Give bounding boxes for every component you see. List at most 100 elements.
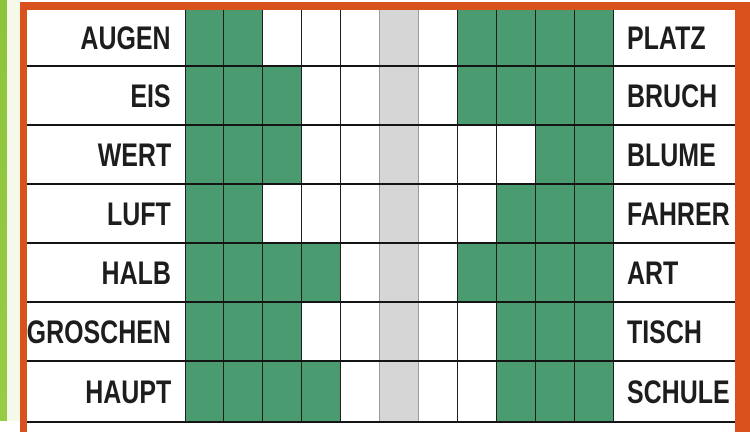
- grid-cell[interactable]: [263, 10, 302, 65]
- grid-cell[interactable]: [497, 303, 536, 360]
- puzzle-row: HALB ART: [27, 244, 735, 303]
- grid-cell[interactable]: [575, 244, 614, 301]
- grid-cell[interactable]: [224, 126, 263, 183]
- grid-cell[interactable]: [536, 303, 575, 360]
- grid-cell[interactable]: [302, 362, 341, 421]
- grid-cell[interactable]: [575, 10, 614, 65]
- grid-cell[interactable]: [536, 185, 575, 242]
- grid-cell[interactable]: [458, 67, 497, 124]
- grid-cell[interactable]: [419, 185, 458, 242]
- left-word: EIS: [27, 67, 185, 124]
- right-word-label: SCHULE: [627, 373, 730, 410]
- grid-cell[interactable]: [497, 362, 536, 421]
- right-word: TISCH: [614, 303, 735, 360]
- grid-cell[interactable]: [575, 67, 614, 124]
- grid-cell[interactable]: [185, 362, 224, 421]
- grid-cell[interactable]: [419, 303, 458, 360]
- page-edge-pale-strip: [7, 0, 20, 421]
- grid-cell[interactable]: [302, 10, 341, 65]
- grid-cell[interactable]: [185, 10, 224, 65]
- right-word-label: FAHRER: [627, 195, 730, 232]
- left-word-label: HALB: [101, 254, 171, 291]
- grid-cell[interactable]: [185, 303, 224, 360]
- grid-cell[interactable]: [341, 303, 380, 360]
- grid-cell[interactable]: [497, 10, 536, 65]
- right-word: SCHULE: [614, 362, 735, 421]
- grid-cell[interactable]: [536, 10, 575, 65]
- grid-cell[interactable]: [575, 362, 614, 421]
- grid-cell[interactable]: [185, 67, 224, 124]
- solution-column-cell[interactable]: [380, 185, 419, 242]
- grid-cell[interactable]: [497, 244, 536, 301]
- left-word-label: EIS: [130, 77, 171, 114]
- grid-cell[interactable]: [263, 126, 302, 183]
- grid-cell[interactable]: [458, 126, 497, 183]
- grid-cell[interactable]: [302, 185, 341, 242]
- grid-cell[interactable]: [458, 10, 497, 65]
- grid-cell[interactable]: [263, 185, 302, 242]
- grid-cell[interactable]: [458, 185, 497, 242]
- right-word: ART: [614, 244, 735, 301]
- grid-cell[interactable]: [263, 67, 302, 124]
- grid-cell[interactable]: [341, 362, 380, 421]
- grid-cell[interactable]: [224, 362, 263, 421]
- grid-cell[interactable]: [263, 244, 302, 301]
- right-word: PLATZ: [614, 10, 735, 65]
- grid-cell[interactable]: [185, 185, 224, 242]
- grid-cell[interactable]: [224, 10, 263, 65]
- grid-cell[interactable]: [263, 362, 302, 421]
- left-word: GROSCHEN: [27, 303, 185, 360]
- grid-cell[interactable]: [575, 126, 614, 183]
- solution-column-cell[interactable]: [380, 303, 419, 360]
- grid-cell[interactable]: [536, 244, 575, 301]
- grid-cell[interactable]: [224, 185, 263, 242]
- grid-cell[interactable]: [536, 362, 575, 421]
- grid-cell[interactable]: [224, 244, 263, 301]
- left-word: LUFT: [27, 185, 185, 242]
- grid-cell[interactable]: [458, 362, 497, 421]
- grid-cell[interactable]: [419, 126, 458, 183]
- grid-cell[interactable]: [536, 67, 575, 124]
- grid-cell[interactable]: [224, 67, 263, 124]
- grid-cell[interactable]: [341, 126, 380, 183]
- grid-cell[interactable]: [185, 244, 224, 301]
- grid-cell[interactable]: [263, 303, 302, 360]
- solution-column-cell[interactable]: [380, 126, 419, 183]
- grid-cell[interactable]: [341, 244, 380, 301]
- grid-cell[interactable]: [302, 244, 341, 301]
- grid-cell[interactable]: [302, 126, 341, 183]
- grid-cell[interactable]: [575, 303, 614, 360]
- right-word-label: TISCH: [627, 313, 702, 350]
- left-word: AUGEN: [27, 10, 185, 65]
- grid-cell[interactable]: [419, 362, 458, 421]
- grid-cell[interactable]: [224, 303, 263, 360]
- grid-cell[interactable]: [419, 10, 458, 65]
- grid-cell[interactable]: [341, 10, 380, 65]
- solution-column-cell[interactable]: [380, 244, 419, 301]
- grid-cell[interactable]: [302, 303, 341, 360]
- grid-cell[interactable]: [458, 244, 497, 301]
- grid-cell[interactable]: [497, 67, 536, 124]
- grid-cell[interactable]: [341, 67, 380, 124]
- solution-column-cell[interactable]: [380, 362, 419, 421]
- grid-cell[interactable]: [575, 185, 614, 242]
- right-word-label: BRUCH: [627, 77, 718, 114]
- left-word-label: AUGEN: [80, 19, 171, 56]
- puzzle-frame: AUGEN PLATZ EIS BRUCH WERT BLUME LUFT FAHRER HAL…: [20, 2, 750, 432]
- grid-cell[interactable]: [302, 67, 341, 124]
- left-word-label: WERT: [97, 136, 171, 173]
- grid-cell[interactable]: [458, 303, 497, 360]
- grid-cell[interactable]: [419, 244, 458, 301]
- grid-cell[interactable]: [341, 185, 380, 242]
- puzzle-row: AUGEN PLATZ: [27, 10, 735, 67]
- grid-cell[interactable]: [497, 126, 536, 183]
- puzzle-row: GROSCHEN TISCH: [27, 303, 735, 362]
- grid-cell[interactable]: [185, 126, 224, 183]
- solution-column-cell[interactable]: [380, 10, 419, 65]
- grid-cell[interactable]: [419, 67, 458, 124]
- right-word: FAHRER: [614, 185, 735, 242]
- solution-column-cell[interactable]: [380, 67, 419, 124]
- grid-cell[interactable]: [536, 126, 575, 183]
- grid-cell[interactable]: [497, 185, 536, 242]
